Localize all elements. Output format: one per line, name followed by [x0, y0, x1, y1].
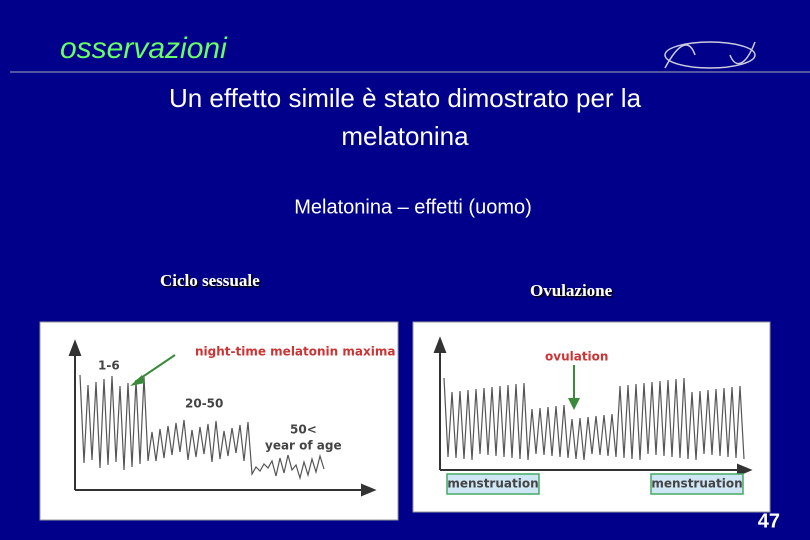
panel-caption: Ovulazione	[530, 281, 613, 300]
label-box	[650, 473, 744, 495]
annotation: year of age	[265, 439, 342, 453]
label-box	[446, 473, 540, 495]
subtitle: Un effetto simile è stato dimostrato per…	[169, 83, 642, 151]
annotation: night-time melatonin maxima	[195, 345, 395, 359]
panel-caption: Ciclo sessuale	[160, 271, 260, 290]
annotation: ovulation	[545, 350, 608, 364]
page-number: 47	[758, 510, 780, 532]
hormone-trace	[79, 374, 325, 481]
section-heading: Melatonina – effetti (uomo)	[294, 196, 532, 218]
panel-image	[39, 321, 399, 521]
logo	[664, 41, 756, 69]
annotation: 20-50	[185, 397, 223, 411]
annotation: 1-6	[98, 359, 120, 373]
annotation: menstruation	[651, 477, 742, 491]
arrow-head	[130, 375, 145, 386]
arrow-head	[568, 398, 580, 410]
annotation: menstruation	[447, 477, 538, 491]
annotation: 50<	[290, 423, 317, 437]
axes	[68, 336, 753, 497]
title: osservazioni	[60, 32, 228, 65]
hormone-trace	[443, 377, 745, 461]
